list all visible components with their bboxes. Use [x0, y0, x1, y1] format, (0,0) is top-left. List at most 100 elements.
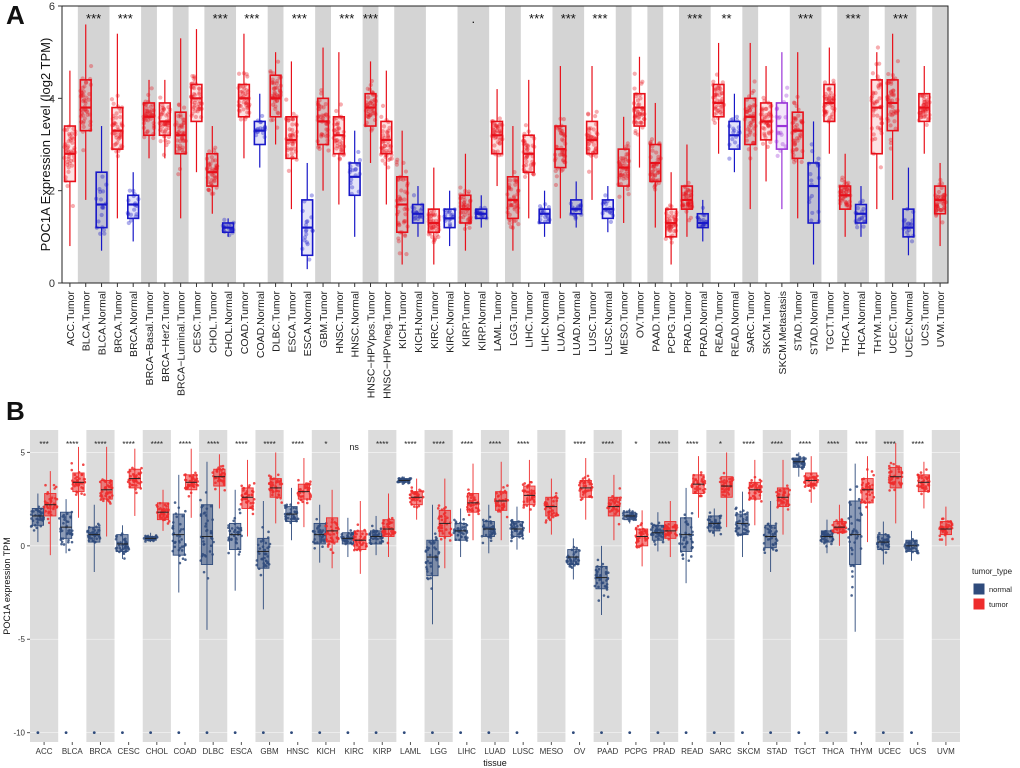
data-point [795, 453, 799, 457]
box-TGCT-normal [792, 457, 805, 468]
data-point [775, 549, 778, 552]
data-point [211, 178, 217, 183]
data-point [145, 109, 150, 114]
sig-label-b: **** [461, 440, 473, 449]
data-point [163, 122, 168, 127]
box-LIHC-normal [454, 522, 467, 541]
data-point [750, 478, 753, 482]
data-point [65, 162, 70, 167]
data-point [197, 92, 202, 97]
data-point [52, 483, 56, 487]
data-point [65, 183, 70, 189]
data-point [116, 137, 121, 142]
data-point [143, 109, 148, 114]
data-point [209, 155, 214, 160]
tissue-shade-LGG [424, 430, 453, 742]
data-point [196, 101, 201, 106]
data-point [160, 124, 165, 129]
x-tick-label-b: DLBC [203, 747, 225, 756]
data-point [719, 532, 723, 536]
data-point [128, 212, 134, 217]
x-axis-label-b: tissue [483, 758, 507, 768]
outlier-point [402, 731, 406, 735]
data-point [190, 73, 195, 79]
data-point [181, 120, 186, 125]
data-point [209, 177, 214, 183]
data-point [177, 129, 182, 135]
sig-label-b: **** [151, 440, 163, 449]
data-point [66, 169, 71, 175]
data-point [202, 570, 206, 574]
sig-label-b: **** [602, 440, 614, 449]
data-point [142, 135, 147, 140]
data-point [176, 172, 181, 177]
x-tick-label-b: MESO [540, 747, 564, 756]
data-point [112, 142, 117, 147]
outlier-point [571, 731, 575, 735]
data-point [436, 507, 440, 510]
data-point [117, 135, 122, 140]
data-point [181, 121, 187, 126]
data-point [763, 551, 767, 555]
data-point [477, 512, 480, 516]
data-point [179, 136, 184, 141]
data-point [437, 504, 441, 507]
x-tick-label-b: OV [574, 747, 586, 756]
box-BRCA.Normal [127, 194, 140, 220]
data-point [210, 173, 215, 178]
box-BRCA−Basal.Tumor [142, 102, 156, 137]
box-PRAD-tumor [664, 521, 677, 539]
data-point [735, 506, 738, 510]
x-tick-label-b: KIRC [345, 747, 364, 756]
data-point [173, 501, 177, 504]
outlier-point [64, 731, 68, 735]
x-tick-label-a: BLCA.Normal [97, 291, 109, 355]
y-tick-label-a: 0 [49, 278, 55, 290]
data-point [238, 550, 242, 554]
data-point [80, 93, 85, 99]
data-point [191, 91, 197, 97]
data-point [180, 130, 185, 135]
data-point [177, 146, 182, 151]
group-shade-KIRP [457, 6, 490, 283]
outlier-point [431, 731, 434, 735]
tissue-shade-LUAD [480, 430, 510, 742]
box-KICH-normal [313, 522, 326, 545]
y-tick-label-a: 6 [49, 1, 55, 13]
x-tick-label-b: STAD [766, 747, 787, 756]
data-point [102, 231, 107, 236]
data-point [126, 220, 131, 226]
data-point [81, 463, 85, 467]
data-point [144, 111, 149, 116]
data-point [214, 487, 217, 491]
data-point [208, 181, 214, 186]
data-point [161, 121, 167, 127]
sig-label-b: **** [742, 440, 754, 449]
sig-label-b: **** [404, 440, 416, 449]
data-point [252, 482, 256, 485]
data-point [237, 553, 241, 556]
data-point [114, 115, 119, 120]
data-point [830, 542, 833, 546]
data-point [196, 86, 202, 91]
data-point [434, 535, 438, 539]
data-point [179, 135, 184, 140]
data-point [166, 140, 171, 145]
outlier-point [628, 731, 632, 735]
sig-label-b: **** [292, 440, 304, 449]
box-BRCA−Luminal.Tumor [174, 111, 187, 155]
data-point [194, 471, 197, 475]
box-LGG-normal [426, 539, 439, 577]
data-point [160, 110, 165, 115]
data-point [297, 478, 300, 482]
data-point [132, 207, 137, 212]
data-point [158, 139, 163, 144]
outlier-point [825, 731, 829, 735]
data-point [145, 118, 151, 123]
data-point [165, 123, 170, 128]
data-point [192, 100, 197, 105]
data-point [179, 123, 184, 128]
data-point [145, 109, 150, 114]
data-point [163, 127, 169, 132]
data-point [160, 129, 165, 134]
